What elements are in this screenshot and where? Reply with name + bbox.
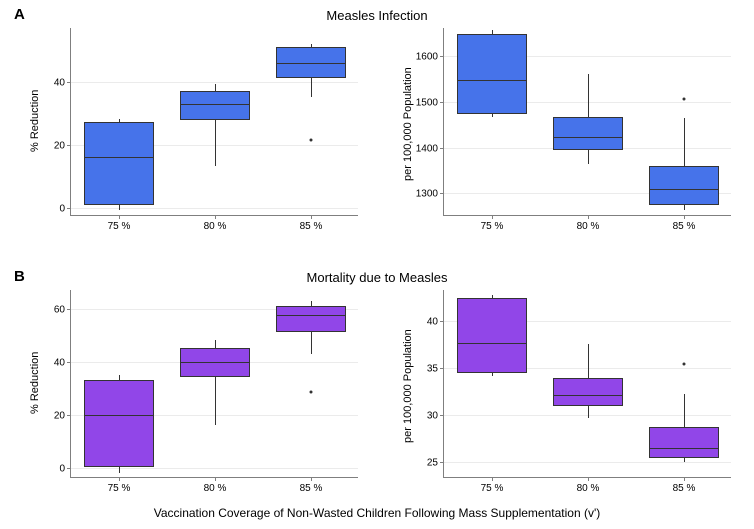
y-axis-label: % Reduction (29, 89, 41, 151)
outlier-point (683, 98, 686, 101)
boxplot-median (650, 189, 718, 190)
outlier-point (310, 391, 313, 394)
row-a-title: Measles Infection (0, 8, 754, 23)
whisker (311, 78, 312, 97)
boxplot-box (649, 166, 719, 206)
whisker (684, 394, 685, 427)
y-tick-label: 35 (427, 363, 444, 374)
x-tick-label: 85 % (673, 215, 696, 232)
chart-b-left: 0204060% Reduction75 %80 %85 % (70, 290, 358, 478)
whisker (119, 205, 120, 210)
whisker (684, 118, 685, 165)
boxplot-median (277, 315, 345, 316)
row-b-title: Mortality due to Measles (0, 270, 754, 285)
y-tick-label: 40 (427, 316, 444, 327)
boxplot-box (84, 380, 154, 467)
whisker (215, 120, 216, 165)
y-axis-label: % Reduction (29, 351, 41, 413)
boxplot-median (458, 343, 526, 344)
x-tick-label: 85 % (300, 477, 323, 494)
y-tick-label: 40 (54, 78, 71, 89)
chart-b-right: 25303540per 100,000 Population75 %80 %85… (443, 290, 731, 478)
whisker (311, 44, 312, 47)
whisker (492, 30, 493, 34)
y-tick-label: 1500 (416, 97, 444, 108)
x-tick-label: 75 % (108, 215, 131, 232)
y-tick-label: 1400 (416, 143, 444, 154)
boxplot-box (276, 306, 346, 332)
chart-a-right: 1300140015001600per 100,000 Population75… (443, 28, 731, 216)
whisker (311, 301, 312, 306)
whisker (492, 295, 493, 299)
whisker (119, 119, 120, 122)
whisker (119, 467, 120, 472)
boxplot-median (277, 63, 345, 64)
chart-a-left: 02040% Reduction75 %80 %85 % (70, 28, 358, 216)
whisker (492, 373, 493, 377)
whisker (215, 377, 216, 425)
figure-root: A B Measles Infection Mortality due to M… (0, 0, 754, 529)
whisker (311, 332, 312, 353)
y-tick-label: 60 (54, 305, 71, 316)
boxplot-median (85, 157, 153, 158)
boxplot-median (181, 104, 249, 105)
y-tick-label: 30 (427, 410, 444, 421)
boxplot-box (457, 298, 527, 372)
boxplot-box (180, 91, 250, 121)
outlier-point (683, 363, 686, 366)
boxplot-median (554, 395, 622, 396)
x-tick-label: 75 % (108, 477, 131, 494)
whisker (684, 205, 685, 210)
x-tick-label: 75 % (481, 477, 504, 494)
x-tick-label: 80 % (204, 477, 227, 494)
x-tick-label: 85 % (300, 215, 323, 232)
y-tick-label: 40 (54, 358, 71, 369)
y-tick-label: 20 (54, 141, 71, 152)
boxplot-median (554, 137, 622, 138)
boxplot-median (458, 80, 526, 81)
boxplot-median (650, 448, 718, 449)
boxplot-box (553, 117, 623, 149)
y-tick-label: 0 (59, 464, 71, 475)
x-tick-label: 85 % (673, 477, 696, 494)
whisker (588, 406, 589, 418)
x-tick-label: 75 % (481, 215, 504, 232)
y-tick-label: 20 (54, 411, 71, 422)
y-axis-label: per 100,000 Population (402, 68, 414, 182)
boxplot-box (84, 122, 154, 205)
whisker (119, 375, 120, 380)
x-tick-label: 80 % (204, 215, 227, 232)
whisker (588, 150, 589, 165)
x-tick-label: 80 % (577, 215, 600, 232)
whisker (588, 344, 589, 379)
y-tick-label: 1600 (416, 51, 444, 62)
boxplot-box (553, 378, 623, 405)
whisker (215, 84, 216, 90)
x-tick-label: 80 % (577, 477, 600, 494)
whisker (588, 74, 589, 118)
whisker (684, 458, 685, 462)
outlier-point (310, 138, 313, 141)
y-tick-label: 25 (427, 457, 444, 468)
boxplot-median (85, 415, 153, 416)
y-axis-label: per 100,000 Population (402, 330, 414, 444)
boxplot-median (181, 362, 249, 363)
whisker (492, 114, 493, 118)
y-tick-label: 0 (59, 203, 71, 214)
boxplot-box (457, 34, 527, 114)
boxplot-box (649, 427, 719, 458)
boxplot-box (180, 348, 250, 377)
x-axis-label: Vaccination Coverage of Non-Wasted Child… (0, 506, 754, 520)
boxplot-box (276, 47, 346, 78)
y-tick-label: 1300 (416, 189, 444, 200)
whisker (215, 340, 216, 348)
